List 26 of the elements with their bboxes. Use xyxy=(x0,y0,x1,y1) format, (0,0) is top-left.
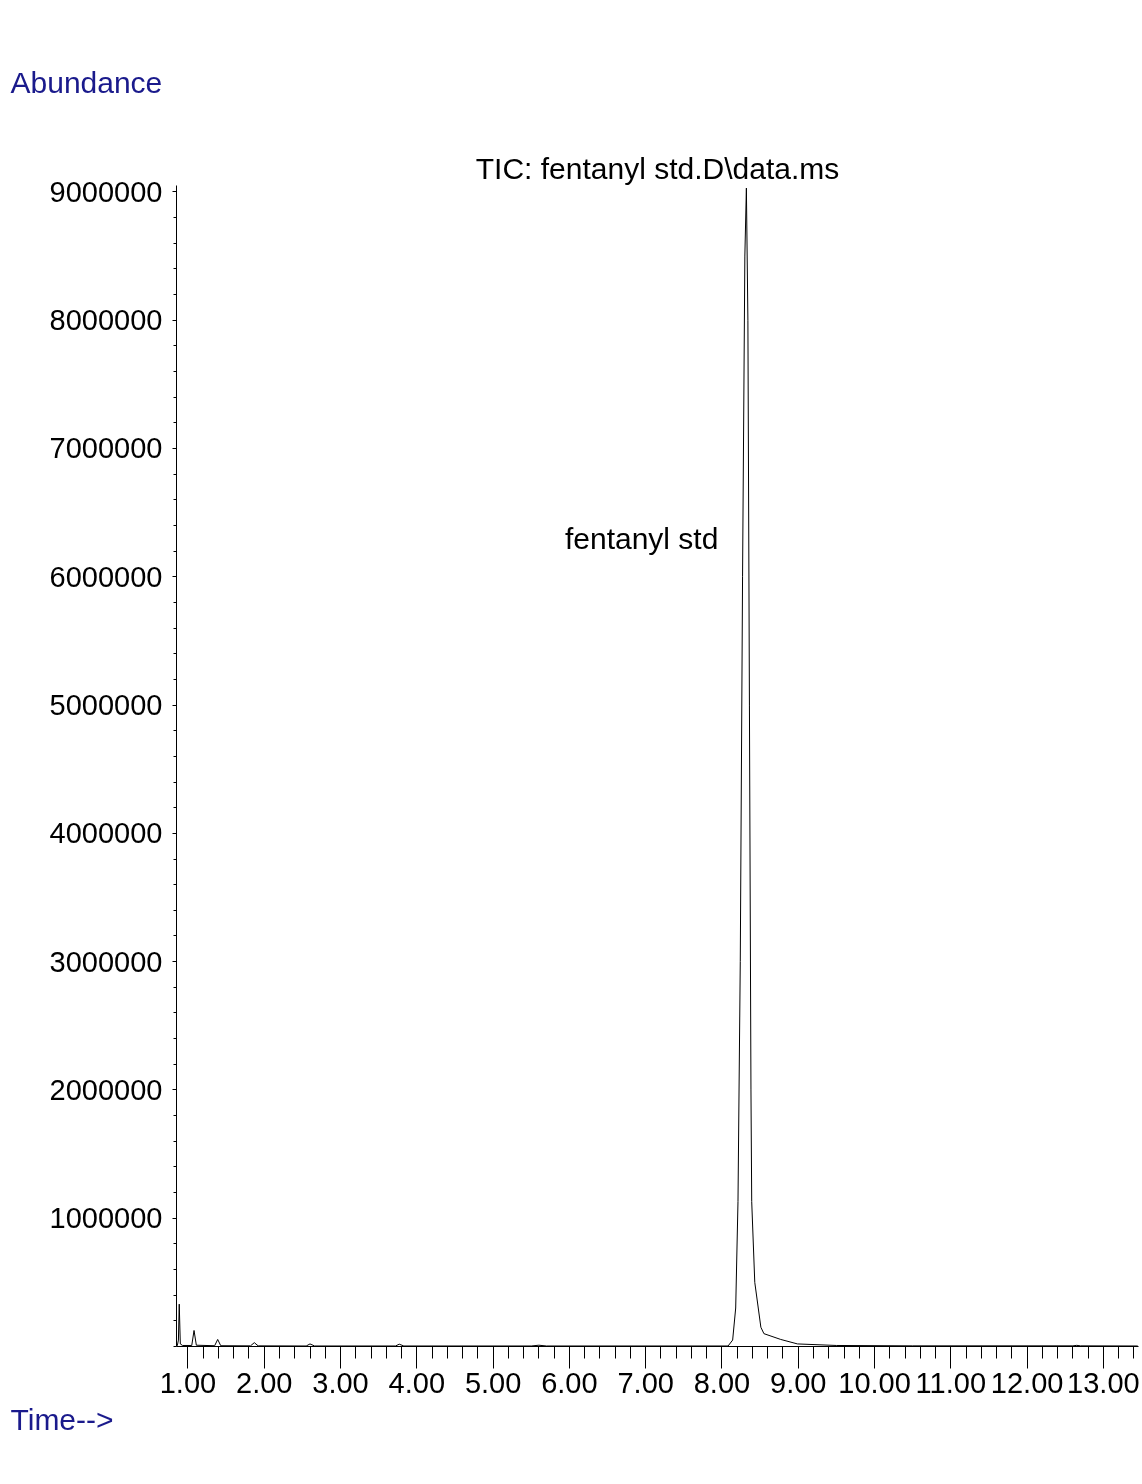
x-tick-label: 7.00 xyxy=(617,1366,674,1399)
x-tick-label: 3.00 xyxy=(312,1366,369,1399)
x-tick-label: 2.00 xyxy=(236,1366,293,1399)
y-tick-label: 7000000 xyxy=(49,432,163,465)
x-tick-label: 8.00 xyxy=(693,1366,751,1399)
y-tick-label: 5000000 xyxy=(49,689,163,722)
x-axis-title: Time--> xyxy=(10,1402,114,1436)
y-tick-label: 6000000 xyxy=(49,560,163,593)
x-tick-label: 4.00 xyxy=(388,1366,446,1399)
chart-title: TIC: fentanyl std.D\data.ms xyxy=(475,151,840,185)
x-tick-label: 9.00 xyxy=(770,1366,827,1399)
x-tick-label: 6.00 xyxy=(541,1366,598,1399)
x-tick-label: 10.00 xyxy=(838,1366,911,1399)
annotation: fentanyl std xyxy=(564,521,719,555)
x-tick-label: 12.00 xyxy=(990,1366,1064,1399)
y-tick-label: 2000000 xyxy=(49,1073,163,1106)
y-tick-label: 3000000 xyxy=(49,945,163,978)
y-tick-label: 8000000 xyxy=(49,304,163,337)
y-tick-label: 9000000 xyxy=(49,175,163,208)
y-axis-title: Abundance xyxy=(10,65,163,99)
y-tick-label: 1000000 xyxy=(49,1202,163,1235)
x-tick-label: 11.00 xyxy=(915,1366,987,1399)
x-tick-label: 1.00 xyxy=(159,1366,217,1399)
x-tick-label: 13.00 xyxy=(1067,1366,1140,1399)
x-tick-label: 5.00 xyxy=(464,1366,522,1399)
y-tick-label: 4000000 xyxy=(49,817,163,850)
